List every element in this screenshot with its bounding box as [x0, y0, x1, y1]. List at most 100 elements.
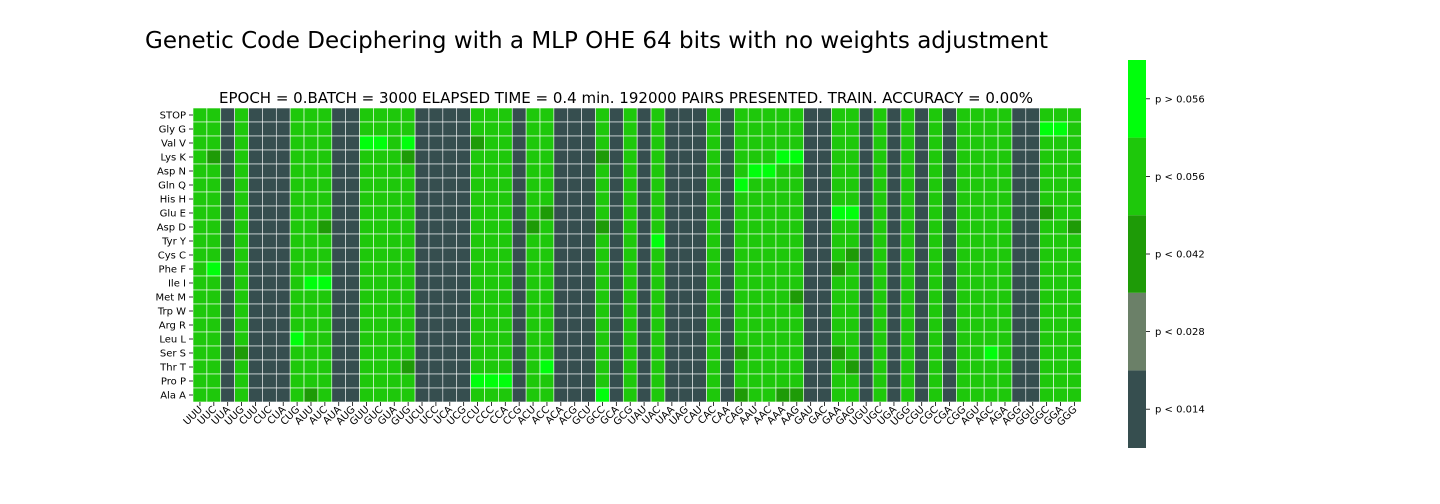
colorbar: p < 0.014 p < 0.028 p < 0.042 p < 0.056 p > …	[1128, 60, 1205, 448]
heatmap-cell	[470, 163, 485, 179]
heatmap-cell	[484, 247, 499, 263]
heatmap-cell	[720, 107, 735, 123]
heatmap-cell	[317, 289, 333, 305]
heatmap-cell	[942, 177, 957, 193]
heatmap-cell	[858, 359, 874, 375]
heatmap-cell	[511, 345, 527, 361]
heatmap-cell	[997, 261, 1013, 277]
heatmap-cell	[900, 387, 916, 403]
heatmap-cell	[831, 289, 846, 305]
heatmap-cell	[734, 191, 749, 207]
heatmap-cell	[997, 233, 1013, 249]
heatmap-cell	[234, 331, 249, 347]
colorbar-segment	[1128, 60, 1146, 138]
heatmap-cell	[206, 149, 222, 165]
heatmap-cell	[539, 163, 555, 179]
heatmap-cell	[206, 359, 222, 375]
heatmap-cell	[942, 205, 957, 221]
heatmap-cell	[928, 387, 943, 403]
heatmap-cell	[359, 177, 374, 193]
heatmap-cell	[914, 163, 929, 179]
heatmap-cell	[914, 135, 929, 151]
heatmap-cell	[303, 247, 319, 263]
heatmap-cell	[511, 359, 527, 375]
heatmap-cell	[817, 289, 832, 305]
heatmap-cell	[373, 135, 388, 151]
heatmap-cell	[1025, 303, 1040, 319]
heatmap-cell	[1025, 275, 1040, 291]
heatmap-cell	[997, 373, 1013, 389]
heatmap-cell	[220, 275, 235, 291]
colorbar-segment	[1128, 137, 1146, 216]
heatmap-cell	[789, 289, 805, 305]
heatmap-cell	[734, 247, 749, 263]
heatmap-cell	[664, 261, 680, 277]
heatmap-cell	[678, 303, 693, 319]
heatmap-cell	[609, 317, 624, 333]
heatmap-cell	[775, 289, 791, 305]
heatmap-cell	[747, 331, 763, 347]
heatmap-cell	[442, 135, 458, 151]
heatmap-cell	[456, 219, 471, 235]
heatmap-cell	[387, 387, 402, 403]
heatmap-cell	[692, 163, 707, 179]
heatmap-cell	[845, 387, 860, 403]
heatmap-cell	[289, 317, 305, 333]
heatmap-cell	[747, 345, 763, 361]
heatmap-cell	[525, 387, 541, 403]
heatmap-cell	[706, 135, 721, 151]
heatmap-cell	[775, 219, 791, 235]
heatmap-cell	[511, 247, 527, 263]
heatmap-cell	[470, 275, 485, 291]
heatmap-cell	[303, 275, 319, 291]
heatmap-cell	[303, 121, 319, 137]
heatmap-cell	[1025, 233, 1040, 249]
heatmap-cell	[373, 359, 388, 375]
row-label: Phe F	[159, 265, 187, 276]
heatmap-cell	[387, 191, 402, 207]
heatmap-cell	[567, 191, 582, 207]
heatmap-cell	[345, 149, 360, 165]
heatmap-cell	[1039, 177, 1054, 193]
heatmap-cell	[928, 233, 943, 249]
heatmap-cell	[220, 317, 235, 333]
heatmap-cell	[747, 373, 763, 389]
heatmap-cell	[622, 261, 638, 277]
heatmap-cell	[845, 373, 860, 389]
heatmap-cell	[553, 247, 569, 263]
heatmap-cell	[831, 247, 846, 263]
heatmap-cell	[262, 331, 277, 347]
heatmap-cell	[969, 233, 985, 249]
heatmap-cell	[581, 149, 596, 165]
heatmap-cell	[914, 303, 929, 319]
heatmap-cell	[442, 317, 458, 333]
heatmap-cell	[942, 261, 957, 277]
colorbar-label: p > 0.056	[1155, 94, 1205, 105]
heatmap-cell	[650, 359, 666, 375]
heatmap-cell	[206, 345, 222, 361]
heatmap-cell	[553, 261, 569, 277]
heatmap-cell	[484, 107, 499, 123]
heatmap-cell	[622, 331, 638, 347]
heatmap-cell	[969, 247, 985, 263]
heatmap-cell	[775, 135, 791, 151]
heatmap-cell	[345, 247, 360, 263]
heatmap-cell	[206, 387, 222, 403]
heatmap-cell	[400, 233, 416, 249]
heatmap-cell	[248, 373, 263, 389]
heatmap-cell	[1067, 135, 1082, 151]
heatmap-cell	[609, 233, 624, 249]
heatmap-cell	[220, 233, 235, 249]
heatmap-cell	[664, 373, 680, 389]
heatmap-cell	[1011, 107, 1027, 123]
heatmap-cell	[775, 331, 791, 347]
heatmap-cell	[428, 233, 444, 249]
heatmap-cell	[789, 121, 805, 137]
heatmap-cell	[511, 121, 527, 137]
heatmap-cell	[234, 233, 249, 249]
heatmap-cell	[858, 177, 874, 193]
heatmap-cell	[803, 233, 818, 249]
heatmap-cell	[428, 163, 444, 179]
heatmap-cell	[858, 107, 874, 123]
heatmap-cell	[775, 247, 791, 263]
